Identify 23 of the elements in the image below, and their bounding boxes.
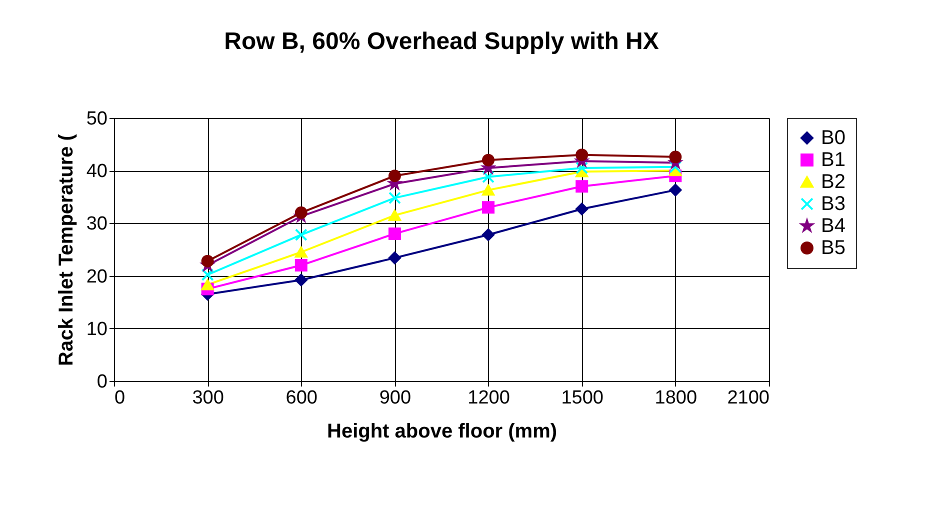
x-tick-label: 300 — [192, 388, 224, 408]
y-axis-title: Rack Inlet Temperature ( — [55, 134, 78, 366]
legend-label: B4 — [821, 215, 846, 237]
x-tick-label: 1800 — [654, 388, 698, 408]
x-tick-label: 1200 — [468, 388, 510, 408]
legend-label: B3 — [821, 193, 846, 215]
y-tick-label: 20 — [86, 266, 108, 288]
x-axis-title: Height above floor (mm) — [326, 420, 558, 442]
legend-label: B1 — [821, 149, 846, 171]
x-tick-label: 0 — [114, 388, 126, 408]
y-tick-label: 0 — [96, 372, 108, 392]
y-tick-label: 40 — [86, 161, 108, 182]
legend-label: B0 — [821, 127, 846, 149]
legend-label: B2 — [821, 171, 846, 193]
chart-title: Row B, 60% Overhead Supply with HX — [224, 28, 659, 55]
y-tick-label: 50 — [86, 108, 108, 130]
x-tick-label: 2100 — [727, 388, 770, 408]
x-tick-label: 1500 — [561, 388, 604, 408]
x-tick-label: 900 — [379, 388, 412, 408]
y-tick-label: 30 — [86, 214, 108, 235]
legend-label: B5 — [821, 237, 846, 259]
x-tick-label: 600 — [286, 388, 318, 408]
y-tick-label: 10 — [86, 318, 108, 340]
